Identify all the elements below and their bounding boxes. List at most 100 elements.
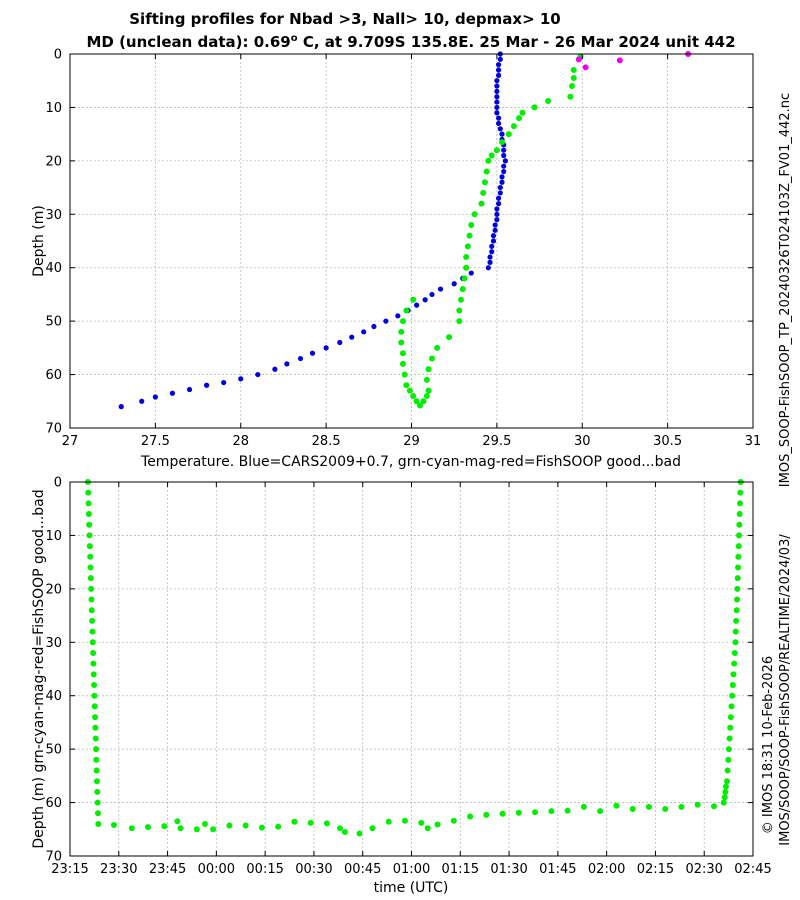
data-point [424,825,431,832]
data-point [481,179,488,186]
data-point [720,799,727,806]
data-point [459,286,466,293]
data-point [410,296,417,303]
top-plot-area [70,54,753,428]
data-point [89,639,96,646]
data-point [734,596,741,603]
data-point [91,682,98,689]
x-tick-label: 00:15 [246,862,283,877]
data-point [434,344,441,351]
data-point [201,820,208,827]
chart-title: Sifting profiles for Nbad >3, Nall> 10, … [129,10,560,28]
data-point [494,211,500,217]
data-point [456,307,463,314]
data-point [174,818,181,825]
data-point [580,803,587,810]
data-point [495,62,502,68]
data-point [395,313,401,319]
data-point [490,233,497,239]
data-point [152,394,158,400]
data-point [494,206,500,212]
data-point [645,803,652,810]
data-point [118,404,124,410]
data-point [110,822,117,829]
data-point [401,371,408,378]
data-point [93,756,100,763]
data-point [242,822,249,829]
data-point [418,819,425,826]
data-point [722,788,729,795]
data-point [86,521,93,528]
data-point [86,543,93,550]
data-point [446,334,453,341]
data-point [489,243,495,249]
x-tick-label: 00:45 [344,862,381,877]
data-point [341,828,348,835]
source-path-label: IMOS/SOOP/SOOP-FishSOOP/REALTIME/2024/03… [778,534,793,846]
x-tick-label: 02:30 [685,862,722,877]
data-point [85,511,92,518]
data-point [94,788,101,795]
data-point [734,585,741,592]
copyright-label: © IMOS 18:31 10-Feb-2026 [761,656,776,834]
data-point [323,345,329,351]
data-point [398,328,405,335]
data-point [501,147,507,153]
data-point [91,703,98,710]
data-point [425,366,432,373]
data-point [732,628,739,635]
data-point [91,692,98,699]
data-point [694,801,701,808]
data-point [422,297,428,303]
data-point [729,692,736,699]
data-point [463,254,470,261]
x-tick-label: 00:00 [198,862,235,877]
data-point [662,805,669,812]
x-tick-label: 23:30 [100,862,137,877]
data-point [86,532,93,539]
data-point [492,222,498,228]
data-point [85,500,92,507]
data-point [139,398,145,404]
x-tick-label: 01:15 [442,862,479,877]
data-point [733,617,740,624]
data-point [89,617,96,624]
chart-subtitle: MD (unclean data): 0.69o C, at 9.709S 13… [86,33,735,51]
x-tick-label: 02:15 [637,862,674,877]
data-point [515,809,522,816]
y-tick-label: 60 [45,796,62,811]
top-ticks: 27 27.5 28 28.5 29 29.5 30 30.5 31 0 10 20 30 40 50 60 7… [45,48,761,450]
data-point [94,799,101,806]
data-point [307,819,314,826]
x-tick-label: 29.5 [482,434,511,449]
y-tick-label: 0 [54,48,62,63]
data-point [735,564,742,571]
data-point [495,115,502,121]
data-point [629,805,636,812]
data-point [88,607,95,614]
data-point [545,98,552,105]
data-point [501,168,507,175]
data-point [597,808,604,815]
data-point [337,339,343,346]
data-point [493,147,500,154]
data-point [489,249,495,255]
data-point [169,390,176,396]
data-point [548,808,555,815]
data-point [297,355,304,362]
data-point [494,78,500,84]
data-point [616,57,623,64]
data-point [478,200,485,207]
x-tick-label: 29 [403,434,420,449]
x-tick-label: 01:45 [539,862,576,877]
data-point [466,232,473,239]
data-point [464,243,471,250]
data-point [613,802,620,809]
data-point [732,639,739,646]
data-point [485,157,492,164]
data-point [255,371,261,378]
data-point [731,660,738,667]
y-tick-label: 20 [45,582,62,597]
data-point [92,724,99,731]
data-point [483,811,490,818]
